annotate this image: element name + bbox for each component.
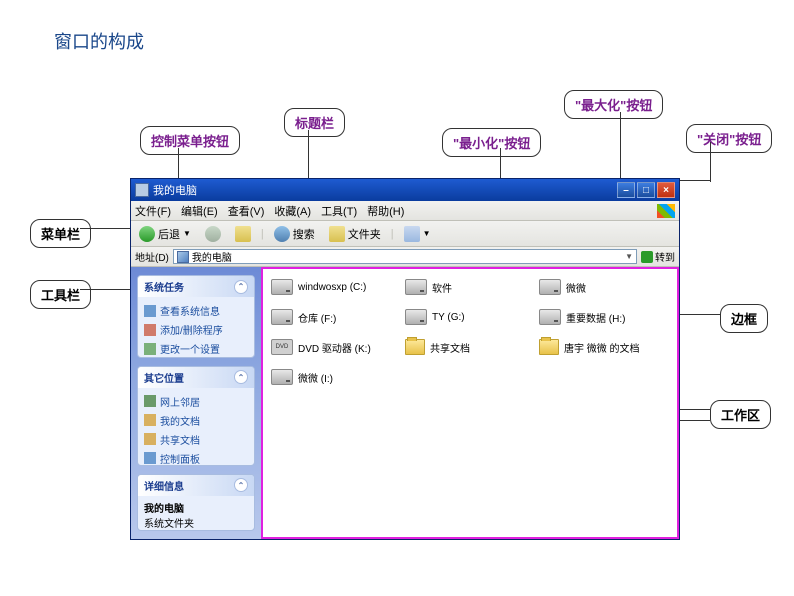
collapse-icon[interactable]: ⌃ (234, 370, 248, 384)
close-button[interactable]: × (657, 182, 675, 198)
go-icon (641, 251, 653, 263)
sidebar-item-mydocs[interactable]: 我的文档 (144, 411, 248, 430)
sidebar-item-setting[interactable]: 更改一个设置 (144, 339, 248, 358)
folder-icon (539, 339, 559, 355)
sidebar-item-sysinfo[interactable]: 查看系统信息 (144, 301, 248, 320)
computer-icon (177, 251, 189, 263)
annot-close: "关闭"按钮 (686, 124, 772, 153)
folder-shared[interactable]: 共享文档 (405, 339, 525, 355)
search-button[interactable]: 搜索 (270, 224, 319, 244)
drive-icon (271, 309, 293, 325)
page-title: 窗口的构成 (54, 28, 144, 54)
windows-logo-icon (657, 204, 675, 218)
menu-view[interactable]: 查看(V) (228, 203, 265, 219)
drive-c[interactable]: windwosxp (C:) (271, 279, 391, 295)
control-menu-icon[interactable] (135, 183, 149, 197)
annot-toolbar: 工具栏 (30, 280, 91, 309)
annot-menubar: 菜单栏 (30, 219, 91, 248)
folders-button[interactable]: 文件夹 (325, 224, 385, 244)
menu-favorites[interactable]: 收藏(A) (274, 203, 311, 219)
addressbar: 地址(D) 我的电脑 ▼ 转到 (131, 247, 679, 267)
folder-user[interactable]: 唐宇 微微 的文档 (539, 339, 659, 355)
drive-h[interactable]: 重要数据 (H:) (539, 309, 659, 325)
drive-icon (539, 309, 561, 325)
drive-icon (271, 369, 293, 385)
maximize-button[interactable]: □ (637, 182, 655, 198)
menu-help[interactable]: 帮助(H) (367, 203, 404, 219)
panel-details: 详细信息⌃ 我的电脑 系统文件夹 (137, 474, 255, 531)
menu-edit[interactable]: 编辑(E) (181, 203, 218, 219)
menu-file[interactable]: 文件(F) (135, 203, 171, 219)
back-button[interactable]: 后退▼ (135, 224, 195, 244)
annot-maximize: "最大化"按钮 (564, 90, 663, 119)
sidebar-item-addremove[interactable]: 添加/删除程序 (144, 320, 248, 339)
window: 我的电脑 – □ × 文件(F) 编辑(E) 查看(V) 收藏(A) 工具(T)… (130, 178, 680, 540)
drive-icon (539, 279, 561, 295)
drive-icon (405, 279, 427, 295)
panel-other-places: 其它位置⌃ 网上邻居 我的文档 共享文档 控制面板 (137, 366, 255, 466)
up-button[interactable] (231, 224, 255, 244)
folder-icon (405, 339, 425, 355)
drive-g[interactable]: TY (G:) (405, 309, 525, 325)
drive-weiwei[interactable]: 微微 (539, 279, 659, 295)
drive-icon (271, 279, 293, 295)
content-area: windwosxp (C:) 软件 微微 仓库 (F:) TY (G:) 重要数… (261, 267, 679, 539)
dvd-drive[interactable]: DVDDVD 驱动器 (K:) (271, 339, 391, 355)
collapse-icon[interactable]: ⌃ (234, 280, 248, 294)
address-input[interactable]: 我的电脑 ▼ (173, 249, 637, 264)
drive-f[interactable]: 仓库 (F:) (271, 309, 391, 325)
panel-system-tasks: 系统任务⌃ 查看系统信息 添加/删除程序 更改一个设置 (137, 275, 255, 358)
menu-tools[interactable]: 工具(T) (321, 203, 357, 219)
dvd-icon: DVD (271, 339, 293, 355)
collapse-icon[interactable]: ⌃ (234, 478, 248, 492)
titlebar[interactable]: 我的电脑 – □ × (131, 179, 679, 201)
annot-titlebar: 标题栏 (284, 108, 345, 137)
go-button[interactable]: 转到 (641, 249, 675, 264)
views-button[interactable]: ▼ (400, 224, 435, 244)
annot-control-menu: 控制菜单按钮 (140, 126, 240, 155)
toolbar: 后退▼ | 搜索 文件夹 | ▼ (131, 221, 679, 247)
sidebar-item-network[interactable]: 网上邻居 (144, 392, 248, 411)
menubar: 文件(F) 编辑(E) 查看(V) 收藏(A) 工具(T) 帮助(H) (131, 201, 679, 221)
drive-software[interactable]: 软件 (405, 279, 525, 295)
address-label: 地址(D) (135, 249, 169, 264)
drive-i[interactable]: 微微 (I:) (271, 369, 391, 385)
sidebar-item-cpanel[interactable]: 控制面板 (144, 449, 248, 466)
annot-border: 边框 (720, 304, 768, 333)
sidebar: 系统任务⌃ 查看系统信息 添加/删除程序 更改一个设置 其它位置⌃ 网上邻居 我… (131, 267, 261, 539)
annot-workarea: 工作区 (710, 400, 771, 429)
sidebar-item-shared[interactable]: 共享文档 (144, 430, 248, 449)
drive-icon (405, 309, 427, 325)
window-title: 我的电脑 (153, 182, 617, 198)
annot-minimize: "最小化"按钮 (442, 128, 541, 157)
minimize-button[interactable]: – (617, 182, 635, 198)
forward-button[interactable] (201, 224, 225, 244)
